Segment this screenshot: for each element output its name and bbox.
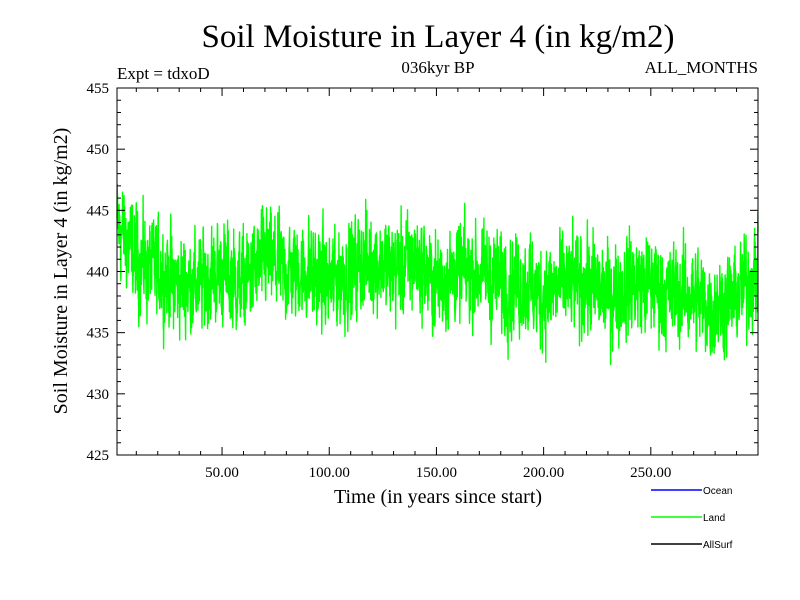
- x-tick-label: 50.00: [205, 465, 239, 481]
- legend: Ocean Land AllSurf: [651, 486, 733, 551]
- legend-label-ocean: Ocean: [703, 486, 732, 497]
- y-tick-label: 440: [87, 265, 110, 281]
- y-axis-label: Soil Moisture in Layer 4 (in kg/m2): [50, 128, 72, 415]
- y-tick-label: 430: [87, 387, 110, 403]
- y-tick-label: 445: [87, 203, 110, 219]
- chart-title: Soil Moisture in Layer 4 (in kg/m2): [202, 19, 675, 55]
- x-axis-label: Time (in years since start): [334, 486, 542, 508]
- axis-layer: 50.00 100.00 150.00 200.00 250.00 425 430 435 44…: [87, 81, 758, 481]
- months-label: ALL_MONTHS: [645, 58, 758, 77]
- experiment-label: Expt = tdxoD: [117, 64, 210, 83]
- legend-label-allsurf: AllSurf: [703, 540, 733, 551]
- series-layer: [116, 183, 759, 366]
- x-tick-label: 100.00: [309, 465, 350, 481]
- x-tick-label: 200.00: [523, 465, 564, 481]
- y-tick-label: 455: [87, 81, 110, 97]
- y-tick-label: 450: [87, 142, 110, 158]
- y-tick-label: 425: [87, 448, 110, 464]
- series-line-land: [116, 183, 759, 366]
- legend-label-land: Land: [703, 513, 725, 524]
- period-label: 036kyr BP: [401, 58, 474, 77]
- x-tick-label: 250.00: [630, 465, 671, 481]
- x-tick-label: 150.00: [416, 465, 457, 481]
- y-tick-label: 435: [87, 326, 110, 342]
